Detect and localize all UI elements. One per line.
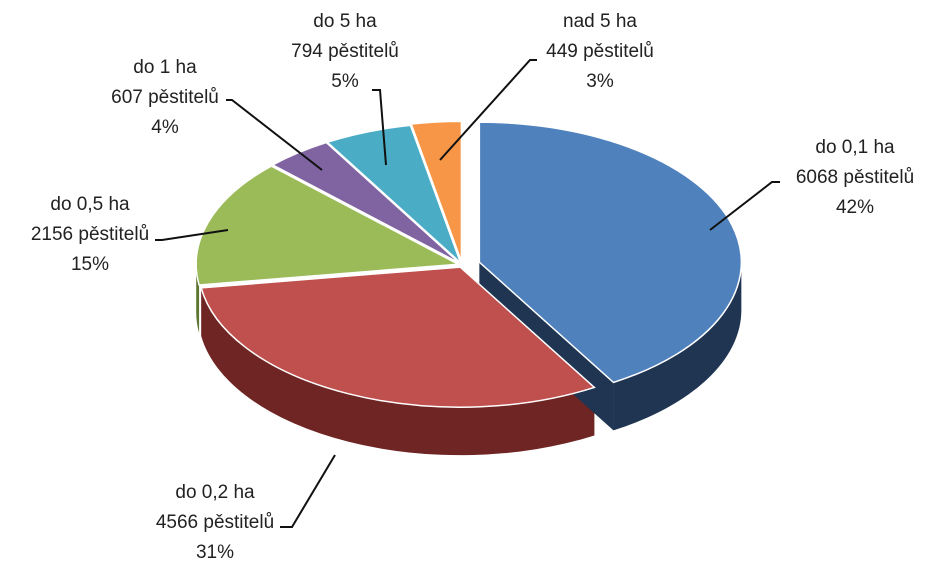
percent-label: 3% [586, 71, 614, 92]
percent-label: 4% [151, 117, 179, 138]
percent-label: 5% [331, 71, 359, 92]
percent-label: 42% [836, 197, 874, 218]
value-label: 4566 pěstitelů [156, 512, 274, 533]
value-label: 2156 pěstitelů [31, 224, 149, 245]
slice [195, 165, 461, 286]
leader-line [155, 229, 229, 241]
leader-line [226, 99, 323, 171]
leader-line [372, 89, 387, 166]
slice [271, 141, 461, 264]
category-label: do 0,2 ha [175, 482, 255, 503]
category-label: nad 5 ha [563, 11, 637, 32]
value-label: 607 pěstitelů [111, 87, 219, 108]
slice [200, 266, 596, 408]
slice [325, 124, 462, 264]
leader-line [709, 181, 780, 231]
percent-label: 15% [71, 254, 109, 275]
category-label: do 5 ha [313, 11, 377, 32]
value-label: 794 pěstitelů [291, 41, 399, 62]
value-label: 6068 pěstitelů [796, 167, 914, 188]
category-label: do 0,1 ha [815, 137, 895, 158]
slice-side [201, 287, 595, 456]
slice [478, 121, 743, 384]
category-label: do 0,5 ha [50, 194, 130, 215]
value-label: 449 pěstitelů [546, 41, 654, 62]
slice-side [196, 264, 200, 333]
percent-label: 31% [196, 542, 234, 563]
category-label: do 1 ha [133, 57, 197, 78]
leader-line [280, 454, 336, 528]
leader-line [439, 59, 537, 161]
slice-side [613, 262, 742, 431]
slice [410, 120, 463, 262]
